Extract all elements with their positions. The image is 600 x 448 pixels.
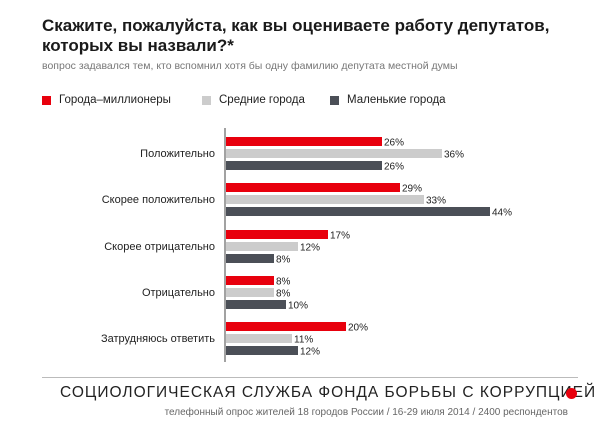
legend: Города–миллионеры Средние города Маленьк…	[42, 94, 542, 110]
chart-title: Скажите, пожалуйста, как вы оцениваете р…	[42, 16, 550, 55]
bar-hard-to-answer-millionaire-cities	[226, 322, 346, 331]
category-label-hard-to-answer: Затрудняюсь ответить	[101, 333, 215, 345]
legend-label-small-cities: Маленькие города	[347, 94, 446, 106]
bar-rather-positive-medium-cities	[226, 195, 424, 204]
bar-positive-millionaire-cities	[226, 137, 382, 146]
bar-rather-positive-small-cities	[226, 207, 490, 216]
bar-rather-negative-medium-cities	[226, 242, 298, 251]
legend-item-medium-cities: Средние города	[202, 94, 305, 106]
legend-swatch-small-cities	[330, 95, 339, 105]
brand-dot-icon	[566, 388, 577, 399]
bar-positive-small-cities	[226, 161, 382, 170]
value-label-hard-to-answer-medium-cities: 11%	[294, 335, 313, 346]
legend-label-medium-cities: Средние города	[219, 94, 305, 106]
value-label-negative-millionaire-cities: 8%	[276, 277, 291, 288]
value-label-positive-millionaire-cities: 26%	[384, 138, 404, 149]
bar-rather-negative-small-cities	[226, 254, 274, 263]
value-label-rather-negative-millionaire-cities: 17%	[330, 231, 350, 242]
bar-chart: Положительно 26% 36% 26% Скорее положительно…	[101, 128, 512, 362]
value-label-rather-positive-medium-cities: 33%	[426, 196, 446, 207]
bar-rather-positive-millionaire-cities	[226, 183, 400, 192]
value-label-rather-positive-small-cities: 44%	[492, 208, 512, 219]
bar-negative-medium-cities	[226, 288, 274, 297]
value-label-rather-negative-medium-cities: 12%	[300, 243, 320, 254]
bar-negative-small-cities	[226, 300, 286, 309]
bar-hard-to-answer-medium-cities	[226, 334, 292, 343]
bar-negative-millionaire-cities	[226, 276, 274, 285]
legend-item-small-cities: Маленькие города	[330, 94, 446, 106]
footer-note: телефонный опрос жителей 18 городов Росс…	[164, 407, 568, 418]
bar-hard-to-answer-small-cities	[226, 346, 298, 355]
value-label-hard-to-answer-millionaire-cities: 20%	[348, 323, 368, 334]
value-label-negative-medium-cities: 8%	[276, 289, 291, 300]
legend-label-millionaire-cities: Города–миллионеры	[59, 94, 171, 106]
value-label-positive-medium-cities: 36%	[444, 150, 464, 161]
chart-subtitle: вопрос задавался тем, кто вспомнил хотя …	[42, 60, 458, 72]
value-label-negative-small-cities: 10%	[288, 301, 308, 312]
value-label-hard-to-answer-small-cities: 12%	[300, 347, 320, 358]
value-label-rather-positive-millionaire-cities: 29%	[402, 184, 422, 195]
bar-rather-negative-millionaire-cities	[226, 230, 328, 239]
legend-swatch-medium-cities	[202, 95, 211, 105]
footer-title: СОЦИОЛОГИЧЕСКАЯ СЛУЖБА ФОНДА БОРЬБЫ С КО…	[60, 384, 597, 401]
category-label-rather-negative: Скорее отрицательно	[104, 241, 215, 253]
bar-positive-medium-cities	[226, 149, 442, 158]
footer-divider	[42, 377, 578, 378]
legend-item-millionaire-cities: Города–миллионеры	[42, 94, 171, 106]
legend-swatch-millionaire-cities	[42, 95, 51, 105]
category-label-negative: Отрицательно	[142, 287, 215, 299]
value-label-positive-small-cities: 26%	[384, 162, 404, 173]
value-label-rather-negative-small-cities: 8%	[276, 255, 291, 266]
category-label-rather-positive: Скорее положительно	[102, 194, 215, 206]
category-label-positive: Положительно	[140, 148, 215, 160]
